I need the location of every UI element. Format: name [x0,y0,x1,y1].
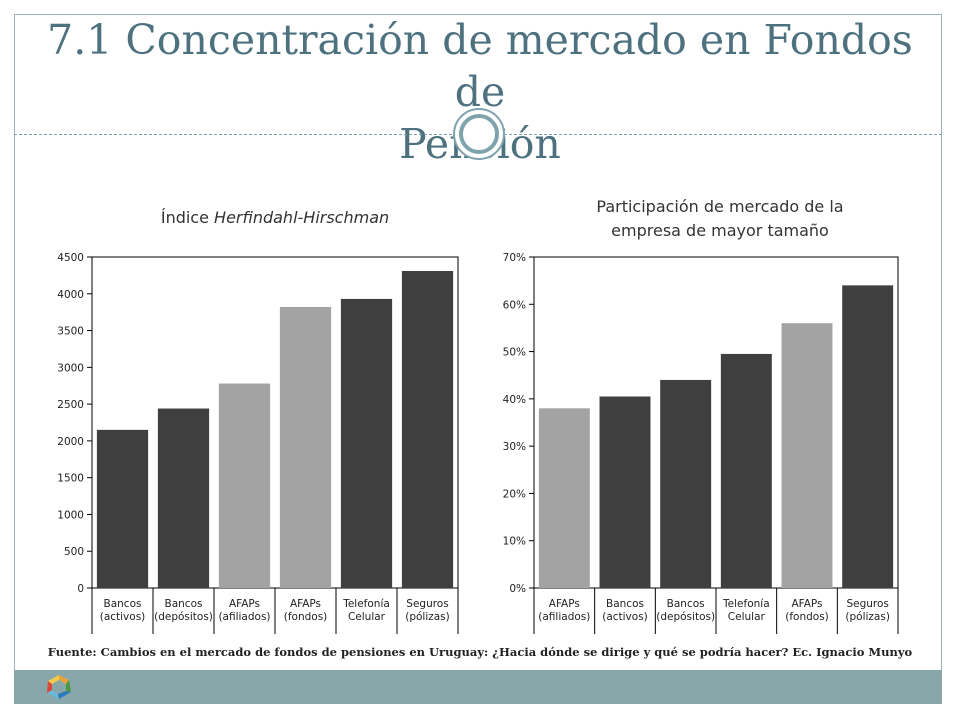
footer-bar [14,670,942,704]
hhi-x-category-label: AFAPs [290,598,321,610]
share-x-category-label: (depósitos) [656,611,715,623]
market-share-bar-chart: 0%10%20%30%40%50%60%70%AFAPs(afiliados)B… [503,252,899,634]
slide-title: 7.1 Concentración de mercado en Fondos d… [20,14,940,170]
share-x-category-label: Seguros [846,598,888,610]
hhi-plot-area [91,256,459,589]
chart1-title-prefix: Índice [160,208,215,227]
share-bar [842,285,894,588]
logo-icon [47,675,71,699]
share-bar [599,396,651,588]
hhi-y-tick-label: 2500 [57,399,84,411]
hhi-x-category-label: AFAPs [229,598,260,610]
share-y-tick-label: 0% [509,583,526,595]
share-y-tick-label: 20% [503,488,526,500]
share-x-category-label: (pólizas) [845,611,890,623]
share-y-tick-label: 70% [503,252,526,264]
share-y-tick-label: 40% [503,394,526,406]
divider-ring-inner [459,114,499,154]
hhi-x-category-label: (activos) [100,611,146,623]
hhi-x-category-label: Bancos [165,598,203,610]
share-bar [781,323,833,588]
hhi-x-category-label: Telefonía [342,598,390,610]
source-note: Fuente: Cambios en el mercado de fondos … [47,645,913,659]
hhi-y-tick-label: 2000 [57,436,84,448]
share-y-tick-label: 30% [503,441,526,453]
hhi-bar [157,408,210,588]
hhi-x-category-label: (fondos) [284,611,328,623]
chart1-title-italic: Herfindahl-Hirschman [214,208,390,227]
chart1-title: Índice Herfindahl-Hirschman [90,206,460,230]
hhi-x-category-label: Seguros [406,598,448,610]
share-x-category-label: AFAPs [791,598,822,610]
hhi-y-tick-label: 0 [77,583,84,595]
hhi-bar [401,270,454,588]
share-bar [660,379,712,588]
hhi-y-tick-label: 500 [64,546,84,558]
hhi-x-category-label: Bancos [104,598,142,610]
hhi-x-category-label: (afiliados) [218,611,270,623]
share-bar [720,353,772,588]
hhi-bar [340,298,393,588]
share-x-category-label: Telefonía [722,598,770,610]
hhi-y-tick-label: 4500 [57,252,84,264]
hhi-x-category-label: (depósitos) [154,611,213,623]
hhi-y-tick-label: 4000 [57,289,84,301]
share-x-category-label: Bancos [667,598,705,610]
hhi-bar [279,307,332,588]
share-x-category-label: AFAPs [549,598,580,610]
slide-title-line1: 7.1 Concentración de mercado en Fondos d… [47,16,913,116]
share-bar [538,408,590,588]
hhi-bar [218,383,271,588]
hhi-x-category-label: Celular [348,611,386,623]
share-y-tick-label: 60% [503,299,526,311]
hhi-x-category-label: (pólizas) [405,611,450,623]
hhi-y-tick-label: 1500 [57,473,84,485]
chart2-title: Participación de mercado de la empresa d… [535,195,905,243]
hhi-bar [96,429,149,588]
hhi-y-tick-label: 1000 [57,509,84,521]
share-plot-area [533,256,899,589]
share-x-category-label: Bancos [606,598,644,610]
share-y-tick-label: 50% [503,347,526,359]
hhi-bar-chart: 0 500 1000 1500 2000 2500 3000 3500 4000 4500 Banc… [57,252,459,634]
hhi-y-tick-label: 3000 [57,362,84,374]
share-y-tick-label: 10% [503,536,526,548]
chart2-title-line1: Participación de mercado de la [596,197,844,216]
share-x-category-label: (afiliados) [538,611,590,623]
hhi-y-tick-label: 3500 [57,326,84,338]
chart2-title-line2: empresa de mayor tamaño [611,221,829,240]
share-x-category-label: Celular [728,611,766,623]
share-x-category-label: (activos) [602,611,648,623]
share-x-category-label: (fondos) [785,611,829,623]
